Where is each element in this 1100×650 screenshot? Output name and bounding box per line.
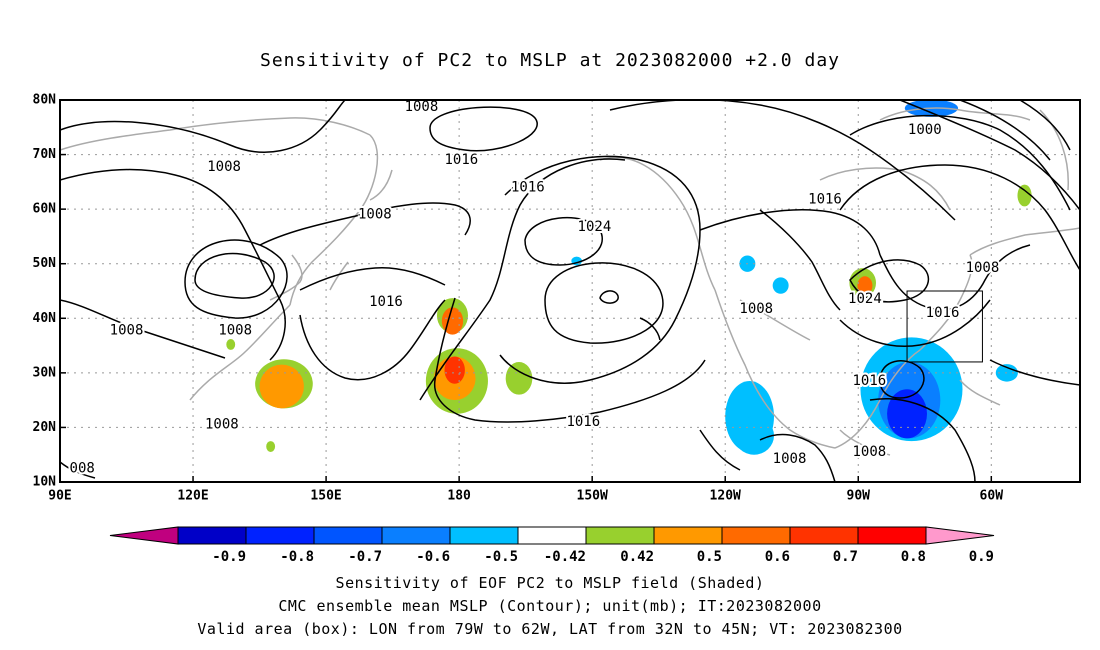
colorbar-label: -0.9 [212,549,246,565]
colorbar-bin [245,526,315,545]
colorbar-bin [857,526,927,545]
contour-label: 1024 [578,219,612,235]
caption-valid-area: Valid area (box): LON from 79W to 62W, L… [197,620,903,638]
shaded-region [266,441,276,452]
lat-tick-label: 10N [33,475,57,490]
sensitivity-shading [226,100,1032,455]
contour-label: 1016 [808,191,842,207]
contour-label: 1008 [405,99,439,115]
colorbar-label: 0.7 [833,549,858,565]
shaded-region [259,364,304,409]
lon-tick-label: 120E [177,489,208,504]
shaded-region [772,277,789,294]
shaded-region [441,307,464,335]
colorbar-label: -0.5 [484,549,518,565]
contour-label: 008 [70,460,95,476]
lon-tick-label: 90E [48,489,71,504]
colorbar-bin [381,526,451,545]
mslp-contours [60,100,1080,482]
contour-label: 1016 [511,179,545,195]
contour-label: 1000 [908,122,942,138]
colorbar-label: 0.8 [901,549,926,565]
colorbar-bin [789,526,859,545]
lon-tick-label: 150E [310,489,341,504]
contour-label: 1008 [966,260,1000,276]
colorbar-bin [653,526,723,545]
colorbar-label: -0.6 [416,549,450,565]
contour-label: 1016 [369,294,403,310]
lat-tick-label: 30N [33,365,57,380]
map-frame [59,99,1081,483]
lon-tick-label: 120W [710,489,741,504]
colorbar: -0.9 -0.8 -0.7 -0.6 -0.5 -0.42 0.42 0.5 0.6 0.7 0.… [109,526,995,565]
contour-label: 1008 [207,159,241,175]
contour-label: 1008 [110,322,144,338]
contour-label: 1016 [926,305,960,321]
contour-label: 1008 [852,444,886,460]
shaded-region [734,416,774,455]
contour-label: 1016 [566,414,600,430]
shaded-region [226,339,236,350]
lat-tick-label: 40N [33,311,57,326]
colorbar-bin [517,526,587,545]
shaded-region [505,361,533,395]
map-plot-area: 1008 1016 1008 1016 1016 1008 1024 1000 1008 1016… [59,97,1081,483]
contour-label: 1008 [218,322,252,338]
shaded-region [444,356,465,384]
contour-label: 1024 [848,291,882,307]
colorbar-max-arrow [925,526,995,545]
valid-area-box [906,290,983,363]
colorbar-label: 0.42 [620,549,654,565]
colorbar-label: 0.9 [969,549,994,565]
map-gridlines [60,100,1080,482]
shaded-region [1017,184,1032,207]
lon-tick-label: 90W [847,489,871,504]
colorbar-label: -0.7 [348,549,382,565]
lat-tick-label: 20N [33,420,57,435]
contour-label-layer: 1008 1016 1008 1016 1016 1008 1024 1000 1008 1016… [68,97,1002,478]
colorbar-label: 0.5 [697,549,722,565]
caption-shaded: Sensitivity of EOF PC2 to MSLP field (Sh… [335,574,765,592]
colorbar-bin [313,526,383,545]
colorbar-bin [721,526,791,545]
colorbar-label: -0.8 [280,549,314,565]
colorbar-bin [177,526,247,545]
lat-tick-label: 60N [33,202,57,217]
contour-label: 1016 [852,373,886,389]
contour-label: 1008 [205,417,239,433]
contour-label: 1016 [444,152,478,168]
shaded-region [857,276,873,295]
colorbar-label: -0.42 [544,549,586,565]
lat-tick-label: 70N [33,147,57,162]
contour-label: 1008 [739,301,773,317]
contour-label: 1008 [358,207,392,223]
colorbar-label: 0.6 [765,549,790,565]
shaded-region [887,389,927,439]
lon-tick-label: 180 [447,489,471,504]
caption-contour: CMC ensemble mean MSLP (Contour); unit(m… [278,597,822,615]
lat-tick-label: 80N [33,93,57,108]
colorbar-min-arrow [109,526,179,545]
lon-tick-label: 150W [577,489,608,504]
map-title: Sensitivity of PC2 to MSLP at 2023082000… [259,50,840,71]
colorbar-bin [449,526,519,545]
lat-tick-label: 50N [33,256,57,271]
contour-label: 1008 [773,451,807,467]
colorbar-bin [585,526,655,545]
lon-tick-label: 60W [980,489,1004,504]
